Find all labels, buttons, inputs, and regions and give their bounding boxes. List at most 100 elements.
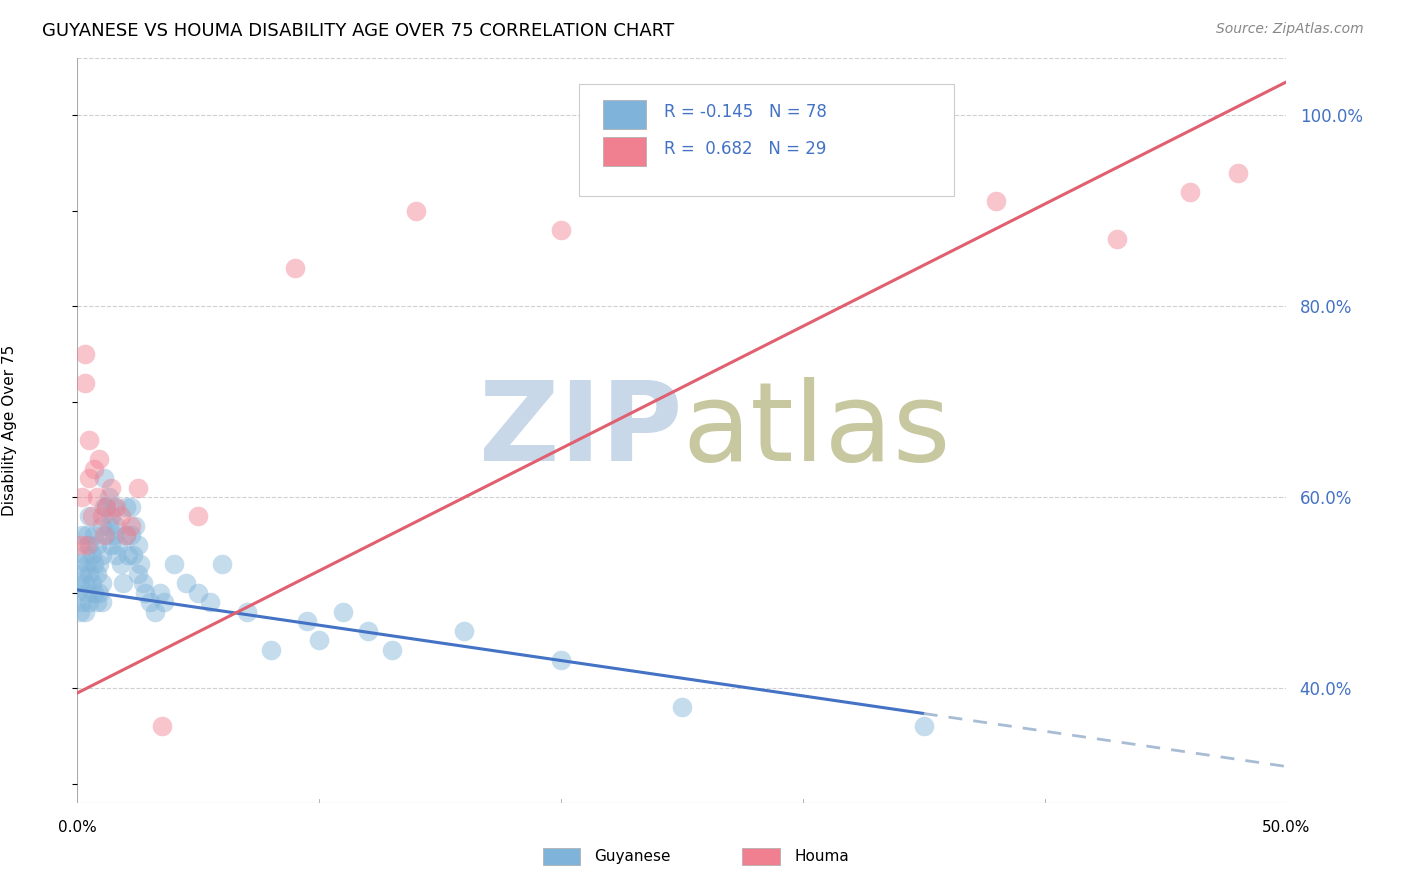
Point xyxy=(73,347,96,361)
Point xyxy=(122,548,145,562)
Point xyxy=(150,719,173,733)
Point xyxy=(120,500,142,514)
FancyBboxPatch shape xyxy=(742,848,779,864)
Point xyxy=(284,261,307,276)
Point xyxy=(83,528,105,542)
Point xyxy=(105,548,128,562)
Point xyxy=(69,557,91,571)
Point xyxy=(100,509,122,524)
Point xyxy=(76,528,98,542)
Point xyxy=(69,538,91,552)
Point xyxy=(986,194,1008,209)
Point xyxy=(1227,165,1250,179)
Point xyxy=(69,605,91,619)
Point xyxy=(260,643,283,657)
Point xyxy=(103,528,125,542)
Point xyxy=(79,433,101,447)
Point xyxy=(90,509,112,524)
Point xyxy=(295,615,318,629)
Point xyxy=(114,528,136,542)
Point xyxy=(97,490,120,504)
Point xyxy=(96,528,118,542)
Point xyxy=(112,576,135,591)
Point xyxy=(235,605,257,619)
Point xyxy=(120,519,142,533)
Point xyxy=(405,203,427,218)
Point xyxy=(129,557,152,571)
Point xyxy=(86,595,108,609)
Point xyxy=(76,538,98,552)
Point xyxy=(139,595,162,609)
Point xyxy=(143,605,166,619)
Point xyxy=(211,557,233,571)
Text: Source: ZipAtlas.com: Source: ZipAtlas.com xyxy=(1216,22,1364,37)
Point xyxy=(200,595,222,609)
Point xyxy=(73,376,96,390)
Point xyxy=(93,500,115,514)
Point xyxy=(134,585,156,599)
Text: atlas: atlas xyxy=(682,377,950,483)
FancyBboxPatch shape xyxy=(579,84,955,195)
Point xyxy=(87,557,110,571)
Point xyxy=(73,605,96,619)
Text: Disability Age Over 75: Disability Age Over 75 xyxy=(3,345,17,516)
Point xyxy=(148,585,170,599)
Text: R = -0.145   N = 78: R = -0.145 N = 78 xyxy=(664,103,827,120)
Point xyxy=(70,490,93,504)
Text: GUYANESE VS HOUMA DISABILITY AGE OVER 75 CORRELATION CHART: GUYANESE VS HOUMA DISABILITY AGE OVER 75… xyxy=(42,22,675,40)
Point xyxy=(110,557,132,571)
Point xyxy=(153,595,176,609)
Text: ZIP: ZIP xyxy=(478,377,682,483)
Point xyxy=(73,576,96,591)
Point xyxy=(66,585,89,599)
Point xyxy=(127,566,149,581)
Point xyxy=(117,548,139,562)
Point xyxy=(107,538,129,552)
Point xyxy=(187,585,209,599)
Point xyxy=(308,633,330,648)
Point xyxy=(79,509,101,524)
Point xyxy=(381,643,404,657)
Text: Houma: Houma xyxy=(794,849,849,864)
Point xyxy=(86,490,108,504)
Point xyxy=(120,528,142,542)
Point xyxy=(86,566,108,581)
Point xyxy=(87,585,110,599)
Point xyxy=(174,576,197,591)
Point xyxy=(105,519,128,533)
Point xyxy=(356,624,378,638)
Point xyxy=(100,481,122,495)
Point xyxy=(124,519,146,533)
Point xyxy=(86,538,108,552)
Point xyxy=(187,509,209,524)
Point xyxy=(93,471,115,485)
Point xyxy=(1107,232,1129,246)
FancyBboxPatch shape xyxy=(603,137,645,166)
Text: R =  0.682   N = 29: R = 0.682 N = 29 xyxy=(664,140,827,158)
Point xyxy=(110,509,132,524)
Point xyxy=(90,548,112,562)
Point xyxy=(79,471,101,485)
Point xyxy=(114,528,136,542)
Point xyxy=(83,461,105,475)
Point xyxy=(127,538,149,552)
Point xyxy=(96,500,118,514)
Point xyxy=(332,605,354,619)
Text: 50.0%: 50.0% xyxy=(1263,820,1310,835)
Point xyxy=(69,576,91,591)
Point xyxy=(912,719,935,733)
Point xyxy=(163,557,186,571)
Point xyxy=(100,538,122,552)
Point xyxy=(1178,185,1201,199)
Point xyxy=(453,624,475,638)
Point xyxy=(73,548,96,562)
Point xyxy=(103,500,125,514)
Point xyxy=(80,548,103,562)
Point xyxy=(70,595,93,609)
Point xyxy=(550,652,572,666)
Point xyxy=(90,519,112,533)
Point xyxy=(83,585,105,599)
Point xyxy=(550,223,572,237)
Point xyxy=(671,700,693,714)
Point xyxy=(70,528,93,542)
